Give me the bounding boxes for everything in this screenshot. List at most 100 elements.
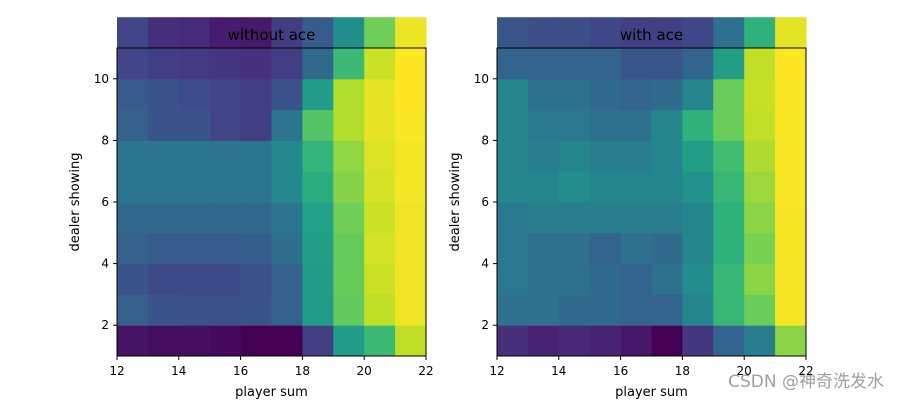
heatmap-cell [527,263,560,295]
heatmap-cell [682,232,714,265]
heatmap-cell [744,294,776,326]
heatmap-cell [527,140,560,172]
heatmap-cell [651,171,683,203]
heatmap-cell [333,78,365,111]
heatmap-cell [775,17,807,49]
heatmap-cell [271,109,303,141]
heatmap-cell [117,78,149,111]
heatmap-cell [558,78,591,111]
heatmap-cell [333,140,365,172]
heatmap-cell [775,109,807,141]
heatmap-cell [302,202,334,234]
heatmap-cell [364,171,396,203]
heatmap-cell [395,78,427,111]
heatmap-cell [744,232,776,265]
heatmap-cell [178,17,211,49]
heatmap-cell [558,140,591,172]
heatmap-cell [775,78,807,111]
heatmap-cell [147,17,180,49]
heatmap-cell [271,171,303,203]
heatmap-cell [147,78,180,111]
x-axis-label: player sum [615,385,688,400]
heatmap-cell [558,263,591,295]
heatmap-cell [117,232,149,265]
heatmap-cell [713,171,745,203]
heatmap-cell [209,48,242,80]
heatmap-cell [147,48,180,80]
heatmap-cell [364,263,396,295]
heatmap-cell [178,325,211,357]
heatmap-cell [713,325,745,357]
heatmap-cell [271,78,303,111]
heatmap-cell [302,294,334,326]
heatmap-cell [117,325,149,357]
heatmap-cell [497,232,529,265]
heatmap-cell [744,325,776,357]
heatmap-cell [395,325,427,357]
chart-title: without ace [228,26,316,44]
heatmap-cell [117,48,149,80]
heatmap-cell [527,171,560,203]
chart-title: with ace [620,26,683,44]
y-tick-label: 8 [101,133,109,147]
heatmap-cell [240,140,272,172]
heatmap-cell [620,78,652,111]
heatmap-cell [117,171,149,203]
heatmap-cell [775,171,807,203]
heatmap-cell [682,325,714,357]
heatmap-cell [178,78,211,111]
heatmap-cell [713,78,745,111]
heatmap-cell [651,202,683,234]
heatmap-cell [527,294,560,326]
heatmap-cell [333,232,365,265]
y-tick-label: 6 [481,195,489,209]
heatmap-cell [240,325,272,357]
heatmap-cell [620,171,652,203]
heatmap-cell [178,232,211,265]
heatmap-cell [240,171,272,203]
heatmap-cell [497,171,529,203]
heatmap-cell [178,140,211,172]
heatmap-cell [558,232,591,265]
heatmap-cell [744,263,776,295]
heatmap-cell [147,294,180,326]
heatmap-cell [558,202,591,234]
heatmap-cell [395,109,427,141]
heatmap-cell [682,17,714,49]
heatmap-cell [147,263,180,295]
heatmap-cell [589,325,622,357]
csdn-watermark: CSDN @神奇洗发水 [728,372,884,392]
y-tick-label: 4 [481,257,489,271]
heatmap-cell [558,17,591,49]
heatmap-cell [620,325,652,357]
heatmap-cell [147,171,180,203]
heatmap-cell [682,263,714,295]
y-tick-label: 10 [474,72,489,86]
heatmap-cell [620,48,652,80]
heatmap-cell [651,232,683,265]
heatmap-cell [333,294,365,326]
heatmap-cell [209,171,242,203]
heatmap-cell [395,140,427,172]
heatmap-cell [147,140,180,172]
heatmap-cell [302,325,334,357]
x-tick-label: 16 [613,364,628,378]
heatmap-cell [209,109,242,141]
heatmap-cell [651,48,683,80]
heatmap-cell [302,17,334,49]
heatmap-cell [558,171,591,203]
heatmap-cell [209,232,242,265]
heatmap-cell [333,202,365,234]
heatmap-cell [527,109,560,141]
heatmap-cell [589,48,622,80]
heatmap-cell [302,140,334,172]
x-tick-label: 20 [357,364,372,378]
heatmap-cell [713,140,745,172]
x-tick-label: 16 [233,364,248,378]
heatmap-cell [117,17,149,49]
heatmap-cell [775,294,807,326]
y-tick-label: 6 [101,195,109,209]
heatmap-cell [497,109,529,141]
